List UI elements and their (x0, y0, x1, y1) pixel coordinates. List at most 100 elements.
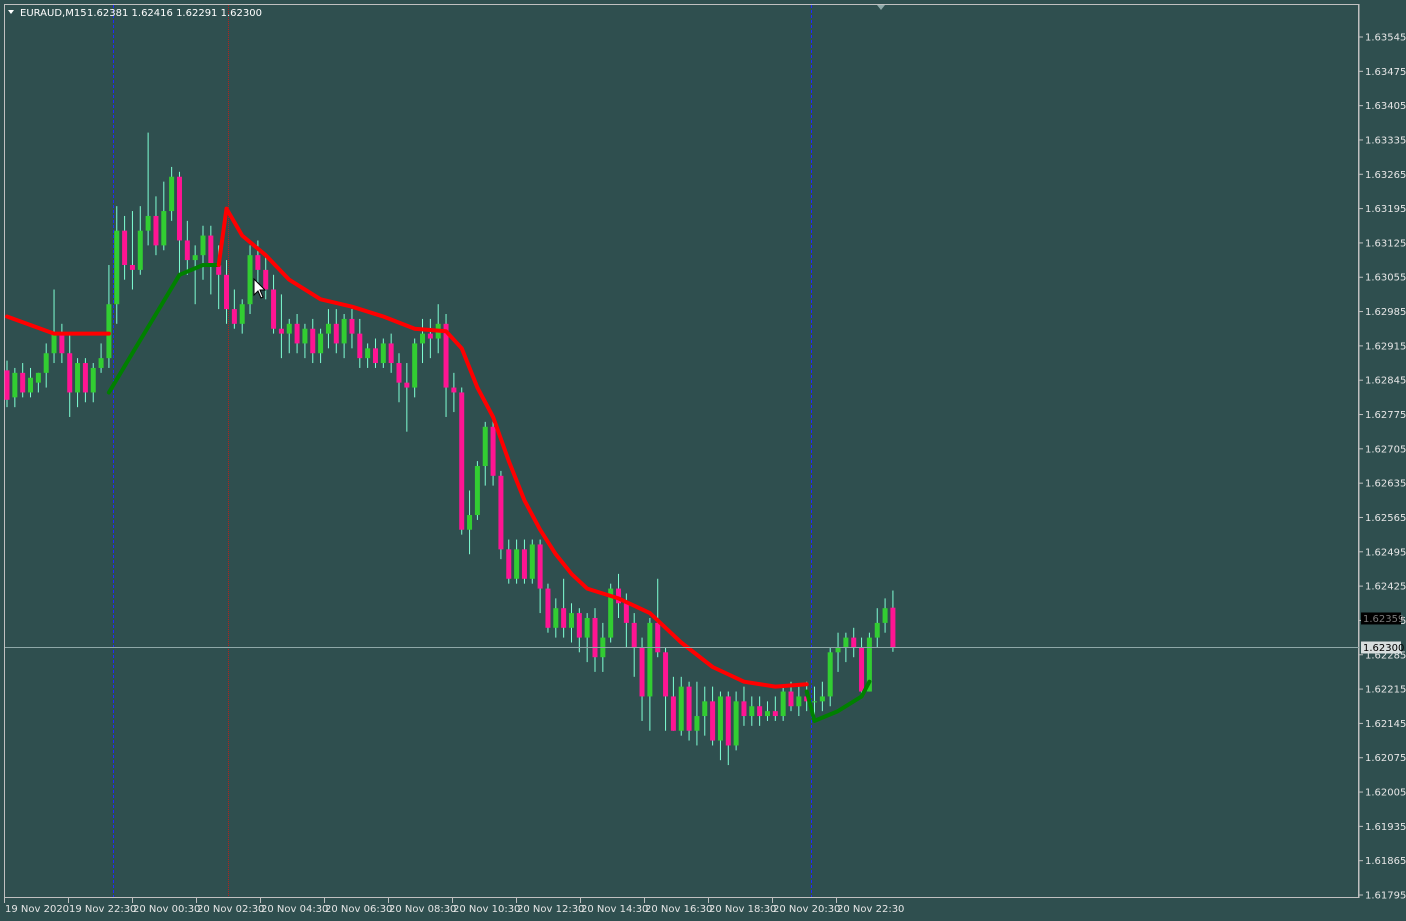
bull-candle[interactable] (467, 515, 473, 530)
bull-candle[interactable] (286, 323, 292, 334)
bull-candle[interactable] (412, 343, 418, 388)
bear-candle[interactable] (357, 333, 363, 359)
bull-candle[interactable] (114, 230, 120, 305)
bear-candle[interactable] (859, 647, 865, 692)
bull-candle[interactable] (247, 255, 253, 305)
bull-candle[interactable] (514, 549, 520, 579)
bull-candle[interactable] (106, 304, 112, 359)
bull-candle[interactable] (318, 333, 324, 354)
bear-candle[interactable] (4, 370, 10, 400)
bear-candle[interactable] (506, 549, 512, 579)
bull-candle[interactable] (529, 544, 535, 579)
bull-candle[interactable] (169, 176, 175, 212)
bull-candle[interactable] (780, 691, 786, 717)
bear-candle[interactable] (153, 215, 159, 246)
bull-candle[interactable] (717, 696, 723, 741)
bear-candle[interactable] (208, 235, 214, 265)
bull-candle[interactable] (380, 343, 386, 364)
bull-candle[interactable] (568, 613, 574, 628)
bear-candle[interactable] (686, 686, 692, 731)
bull-candle[interactable] (749, 706, 755, 717)
bear-candle[interactable] (372, 348, 378, 364)
bull-candle[interactable] (702, 701, 708, 717)
bull-candle[interactable] (874, 622, 880, 638)
bull-candle[interactable] (733, 701, 739, 746)
bull-candle[interactable] (553, 608, 559, 628)
bear-candle[interactable] (388, 343, 394, 364)
bear-candle[interactable] (396, 363, 402, 383)
bear-candle[interactable] (890, 607, 896, 648)
bear-candle[interactable] (623, 603, 629, 623)
bull-candle[interactable] (694, 716, 700, 731)
bull-candle[interactable] (420, 333, 426, 344)
bear-candle[interactable] (631, 622, 637, 648)
bull-candle[interactable] (200, 235, 206, 256)
bear-candle[interactable] (263, 269, 269, 290)
bull-candle[interactable] (75, 363, 81, 393)
bear-candle[interactable] (616, 588, 622, 604)
bear-candle[interactable] (224, 274, 230, 310)
bear-candle[interactable] (451, 387, 457, 393)
bull-candle[interactable] (796, 696, 802, 707)
bear-candle[interactable] (741, 701, 747, 717)
bear-candle[interactable] (459, 392, 465, 530)
bull-candle[interactable] (608, 588, 614, 638)
bull-candle[interactable] (835, 647, 841, 653)
bull-candle[interactable] (192, 255, 198, 261)
bull-candle[interactable] (678, 686, 684, 731)
bull-candle[interactable] (827, 652, 833, 697)
bear-candle[interactable] (655, 622, 661, 653)
bear-candle[interactable] (561, 608, 567, 628)
bear-candle[interactable] (851, 637, 857, 648)
bull-candle[interactable] (584, 617, 590, 638)
bull-candle[interactable] (43, 353, 49, 373)
bear-candle[interactable] (278, 328, 284, 334)
bear-candle[interactable] (670, 696, 676, 731)
bear-candle[interactable] (216, 264, 222, 275)
bear-candle[interactable] (129, 264, 135, 270)
bear-candle[interactable] (757, 706, 763, 717)
bear-candle[interactable] (521, 549, 527, 579)
bull-candle[interactable] (341, 318, 347, 344)
bear-candle[interactable] (443, 323, 449, 388)
bear-candle[interactable] (710, 701, 716, 741)
bull-candle[interactable] (239, 304, 245, 324)
bear-candle[interactable] (349, 318, 355, 334)
bull-candle[interactable] (482, 426, 488, 466)
bear-candle[interactable] (67, 353, 73, 393)
bear-candle[interactable] (498, 475, 504, 550)
bear-candle[interactable] (333, 323, 339, 344)
bull-candle[interactable] (882, 608, 888, 623)
bear-candle[interactable] (231, 309, 237, 324)
bear-candle[interactable] (310, 328, 316, 354)
bull-candle[interactable] (819, 696, 825, 702)
bull-candle[interactable] (647, 622, 653, 697)
bull-candle[interactable] (866, 637, 872, 692)
bull-candle[interactable] (12, 372, 18, 398)
bear-candle[interactable] (639, 647, 645, 697)
bear-candle[interactable] (592, 617, 598, 658)
bull-candle[interactable] (98, 358, 104, 368)
bear-candle[interactable] (545, 588, 551, 628)
bear-candle[interactable] (271, 289, 277, 329)
bull-candle[interactable] (325, 323, 331, 334)
bull-candle[interactable] (843, 637, 849, 648)
bear-candle[interactable] (20, 372, 26, 393)
shift-marker-icon[interactable] (877, 5, 885, 10)
bull-candle[interactable] (365, 348, 371, 359)
bear-candle[interactable] (788, 691, 794, 707)
bear-candle[interactable] (184, 240, 190, 261)
bull-candle[interactable] (474, 466, 480, 516)
bull-candle[interactable] (812, 701, 818, 703)
bull-candle[interactable] (35, 372, 41, 383)
bear-candle[interactable] (772, 711, 778, 717)
bear-candle[interactable] (122, 230, 128, 265)
bear-candle[interactable] (537, 544, 543, 589)
bear-candle[interactable] (663, 652, 669, 697)
bear-candle[interactable] (490, 426, 496, 476)
bull-candle[interactable] (51, 333, 57, 354)
bear-candle[interactable] (255, 255, 261, 270)
bear-candle[interactable] (294, 323, 300, 344)
